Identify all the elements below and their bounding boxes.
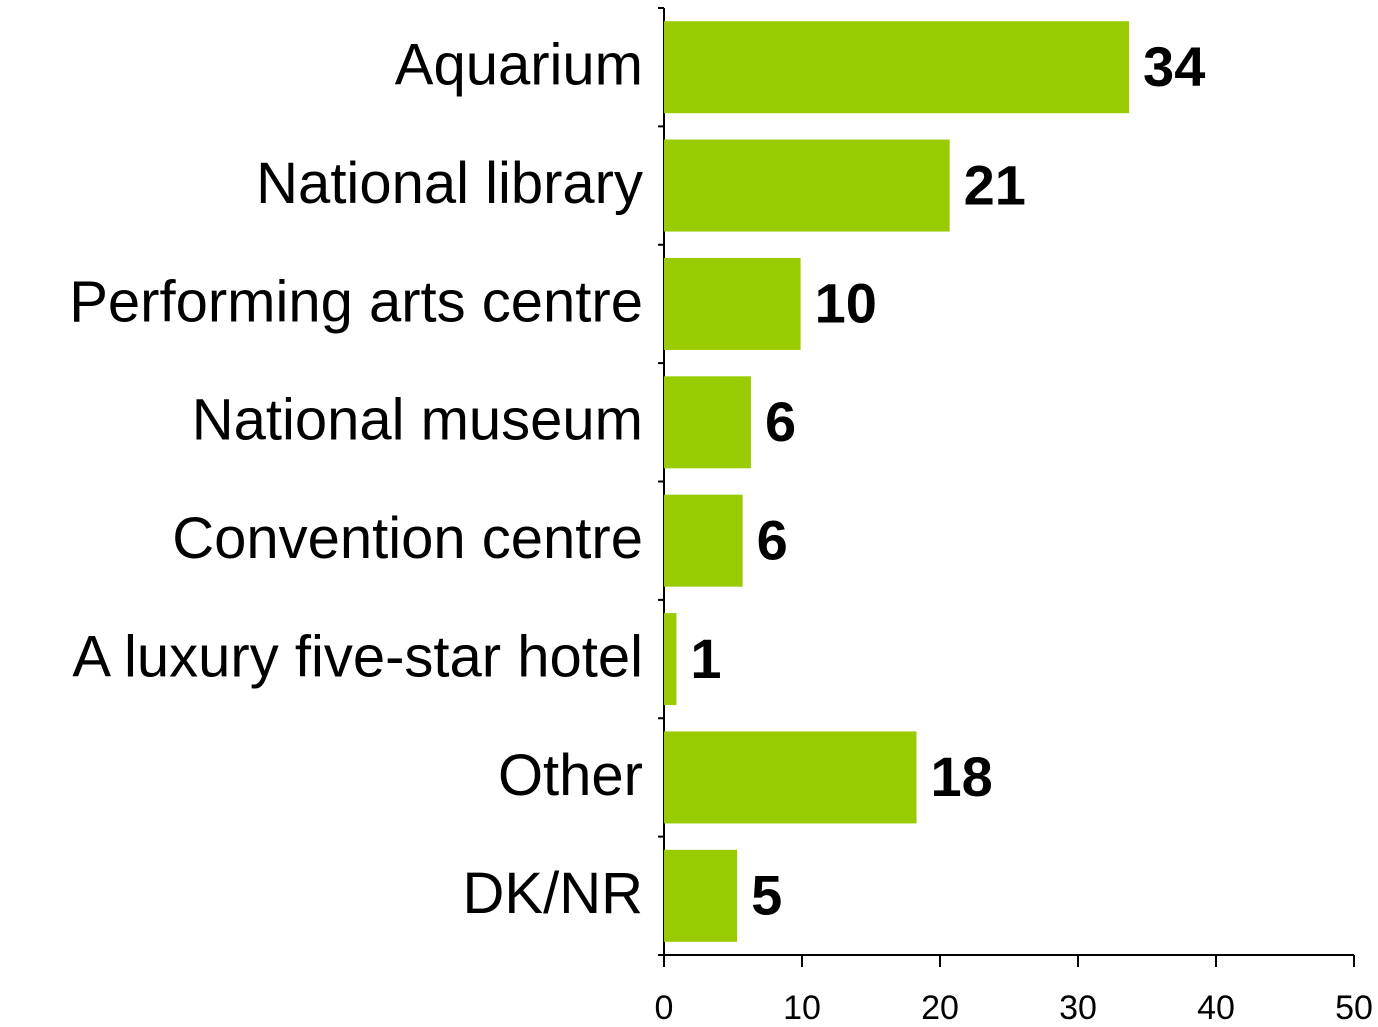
bar bbox=[664, 21, 1130, 114]
bar bbox=[664, 731, 917, 824]
category-label: DK/NR bbox=[463, 861, 643, 926]
x-tick-label: 20 bbox=[921, 989, 959, 1027]
category-label: National museum bbox=[192, 388, 643, 453]
value-label: 10 bbox=[815, 272, 877, 335]
category-label: Convention centre bbox=[172, 506, 643, 571]
value-label: 18 bbox=[931, 745, 993, 808]
x-tick-label: 0 bbox=[655, 989, 674, 1027]
x-tick-label: 10 bbox=[783, 989, 821, 1027]
x-tick-label: 40 bbox=[1197, 989, 1235, 1027]
category-label: Performing arts centre bbox=[69, 269, 643, 334]
category-label: National library bbox=[256, 151, 643, 216]
value-label: 5 bbox=[751, 864, 782, 927]
bar bbox=[664, 613, 677, 706]
value-label: 21 bbox=[964, 153, 1026, 216]
bar bbox=[664, 376, 751, 469]
value-label: 6 bbox=[765, 390, 796, 453]
value-label: 1 bbox=[690, 627, 721, 690]
value-label: 34 bbox=[1143, 35, 1205, 98]
bar bbox=[664, 257, 801, 350]
category-label: A luxury five-star hotel bbox=[72, 624, 643, 689]
x-tick-label: 50 bbox=[1335, 989, 1373, 1027]
category-label: Aquarium bbox=[395, 33, 643, 98]
category-label: Other bbox=[498, 743, 643, 808]
bar bbox=[664, 139, 950, 232]
bar bbox=[664, 849, 738, 942]
bar bbox=[664, 494, 743, 587]
value-label: 6 bbox=[757, 508, 788, 571]
x-tick-label: 30 bbox=[1059, 989, 1097, 1027]
